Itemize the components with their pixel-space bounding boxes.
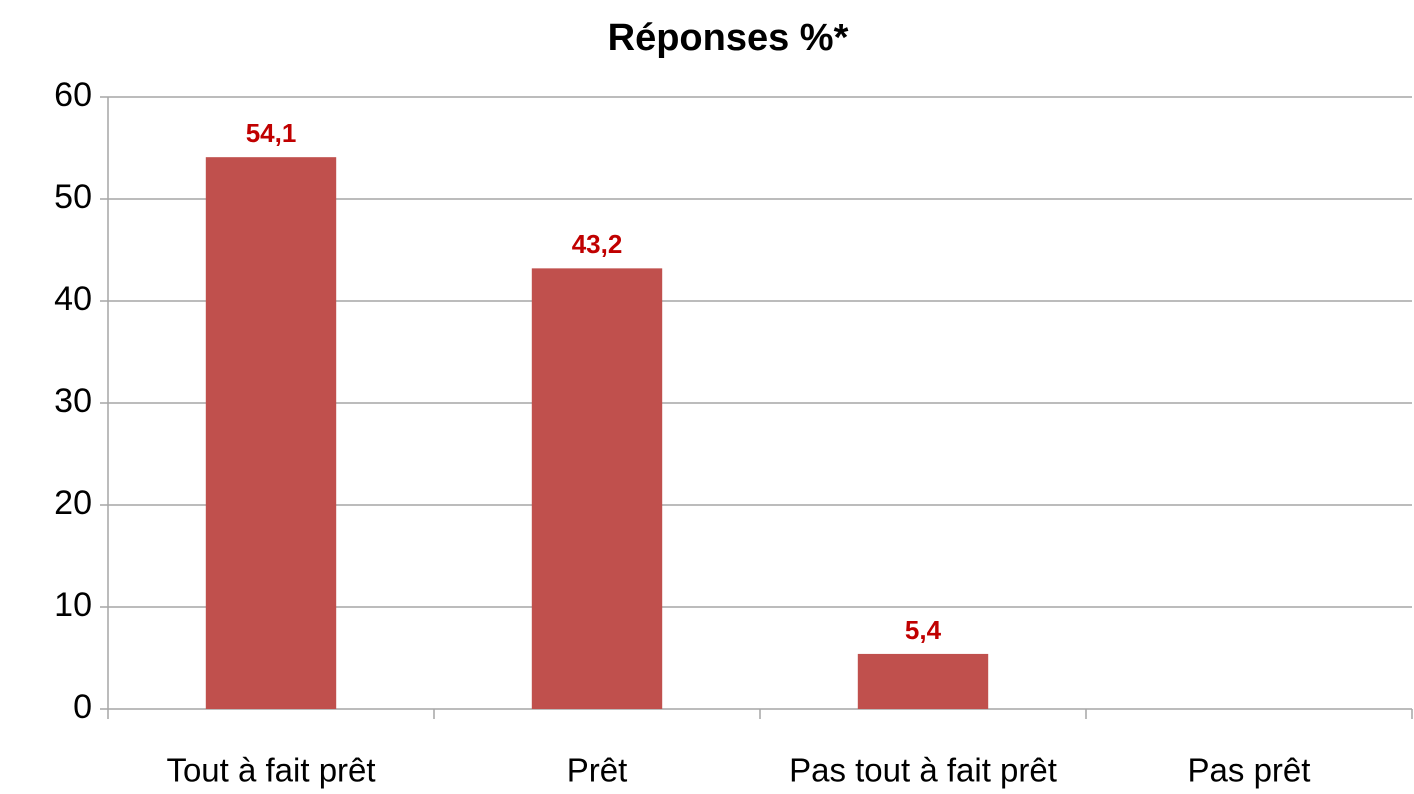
value-label: 54,1 [246,118,297,148]
chart-title: Réponses %* [608,17,849,59]
value-label: 5,4 [905,615,942,645]
x-tick-label: Tout à fait prêt [166,752,375,789]
bar [531,268,663,709]
y-tick-label: 20 [54,484,92,522]
y-tick-label: 40 [54,280,92,318]
x-tick-label: Pas prêt [1188,752,1311,789]
y-tick-label: 30 [54,382,92,420]
x-tick-label: Prêt [567,752,628,789]
y-tick-label: 0 [73,688,92,726]
y-tick-label: 10 [54,586,92,624]
bar [857,653,989,709]
x-tick-label: Pas tout à fait prêt [789,752,1057,789]
y-tick-label: 60 [54,76,92,114]
y-tick-label: 50 [54,178,92,216]
bar [205,157,337,709]
value-label: 43,2 [572,229,623,259]
